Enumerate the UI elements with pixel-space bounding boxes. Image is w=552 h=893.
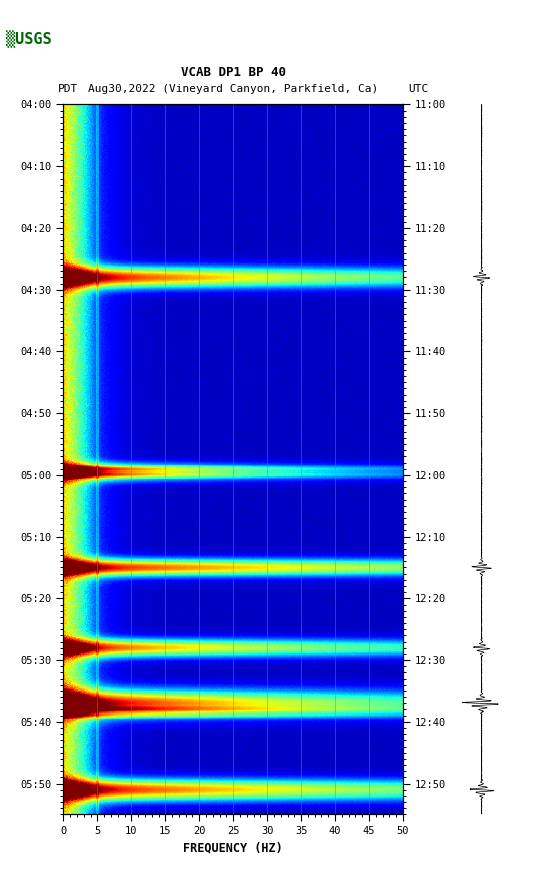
Text: ▒USGS: ▒USGS xyxy=(6,30,51,48)
Text: VCAB DP1 BP 40: VCAB DP1 BP 40 xyxy=(181,66,286,79)
Text: UTC: UTC xyxy=(408,84,429,94)
Text: PDT: PDT xyxy=(58,84,78,94)
X-axis label: FREQUENCY (HZ): FREQUENCY (HZ) xyxy=(183,842,283,855)
Text: Aug30,2022 (Vineyard Canyon, Parkfield, Ca): Aug30,2022 (Vineyard Canyon, Parkfield, … xyxy=(88,84,378,94)
